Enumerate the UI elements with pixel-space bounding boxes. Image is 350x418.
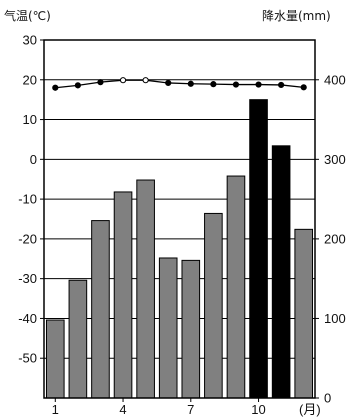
temperature-point-1 — [52, 84, 59, 91]
right-tick-label: 0 — [324, 391, 331, 406]
left-tick-label: 30 — [23, 33, 37, 48]
left-tick-label: -10 — [18, 192, 37, 207]
precipitation-bar-3 — [91, 220, 110, 399]
temperature-line — [52, 77, 307, 91]
temperature-point-9 — [232, 81, 240, 88]
left-tick-label: 20 — [23, 72, 37, 87]
gridlines — [44, 39, 315, 359]
precipitation-bars — [45, 99, 314, 399]
precipitation-bar-4 — [113, 191, 133, 399]
x-tick-label: 1 — [52, 402, 59, 417]
precipitation-bar-7 — [181, 259, 201, 399]
temperature-point-8 — [210, 81, 217, 88]
temperature-point-11 — [278, 81, 285, 89]
right-axis-ticks: 400 300 200 100 0 — [315, 72, 346, 406]
left-tick-label: -20 — [18, 231, 37, 246]
precipitation-bar-9 — [226, 175, 246, 399]
right-tick-label: 100 — [324, 311, 346, 326]
right-tick-label: 200 — [324, 231, 346, 246]
precipitation-bar-10 — [249, 99, 268, 399]
temperature-point-10 — [255, 81, 262, 88]
x-tick-label: 7 — [187, 402, 194, 417]
precipitation-bar-5 — [136, 179, 155, 399]
temperature-point-4 — [119, 77, 127, 84]
left-tick-label: 10 — [23, 112, 37, 127]
x-tick-label: 4 — [119, 402, 126, 417]
x-tick-label: 10 — [251, 402, 265, 417]
precipitation-bar-1 — [45, 319, 65, 399]
temperature-point-3 — [97, 79, 104, 86]
left-axis-title: 气温(℃) — [4, 8, 51, 23]
x-axis-ticks: 1 4 7 10 — [52, 398, 266, 417]
temperature-line-path — [55, 79, 304, 89]
precipitation-bar-11 — [271, 145, 291, 399]
temperature-point-2 — [74, 82, 81, 89]
left-tick-label: -50 — [18, 351, 37, 366]
temperature-point-5 — [142, 77, 149, 84]
right-tick-label: 400 — [324, 72, 346, 87]
precipitation-bar-8 — [204, 212, 223, 399]
right-tick-label: 300 — [324, 152, 346, 167]
left-tick-label: -30 — [18, 271, 37, 286]
temperature-point-6 — [165, 79, 172, 87]
temperature-point-7 — [187, 80, 194, 87]
right-axis-title: 降水量(mm) — [262, 9, 331, 23]
left-axis-ticks: 30 20 10 0 -10 -20 -30 -40 -50 — [18, 33, 44, 366]
precipitation-bar-12 — [294, 228, 314, 399]
left-tick-label: -40 — [18, 311, 37, 326]
temperature-point-12 — [300, 84, 307, 91]
left-tick-label: 0 — [30, 152, 37, 167]
plot-frame — [43, 39, 316, 399]
precipitation-bar-6 — [158, 257, 178, 399]
x-axis-unit-label: (月) — [299, 402, 321, 417]
precipitation-bar-2 — [68, 279, 88, 399]
